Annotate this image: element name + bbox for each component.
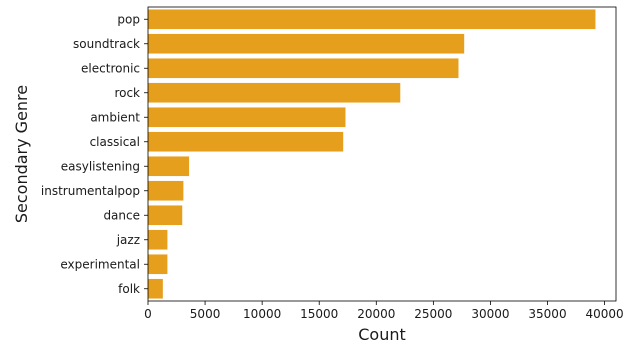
bars-group [148, 9, 596, 299]
bar-dance [148, 205, 183, 226]
x-tick-label: 0 [144, 307, 152, 321]
bar-electronic [148, 58, 459, 79]
bar-folk [148, 278, 163, 299]
y-tick-label: soundtrack [73, 37, 140, 51]
y-axis-ticks: pop soundtrack electronic rock ambient classi… [41, 12, 148, 296]
plot-area-frame [147, 6, 617, 302]
bar-easylistening [148, 156, 190, 177]
x-axis-ticks: 0 5000 10000 15000 20000 25000 30000 35000 40000 [144, 301, 624, 321]
x-tick-label: 10000 [243, 307, 281, 321]
bar-ambient [148, 107, 346, 128]
y-tick-label: easylistening [61, 159, 140, 173]
y-axis-title: Secondary Genre [12, 85, 31, 223]
x-tick-label: 25000 [414, 307, 452, 321]
y-tick-label: electronic [81, 61, 140, 75]
x-tick-label: 20000 [357, 307, 395, 321]
y-tick-label: dance [103, 208, 140, 222]
bar-instrumentalpop [148, 180, 184, 201]
bar-jazz [148, 229, 168, 250]
bar-classical [148, 131, 344, 152]
bar-pop [148, 9, 596, 30]
x-tick-label: 30000 [471, 307, 509, 321]
y-tick-label: rock [114, 86, 140, 100]
y-tick-label: jazz [116, 233, 140, 247]
y-tick-label: ambient [90, 110, 140, 124]
x-axis-title: Count [358, 325, 406, 344]
y-tick-label: classical [90, 135, 140, 149]
x-tick-label: 15000 [300, 307, 338, 321]
bar-soundtrack [148, 33, 465, 54]
y-tick-label: folk [118, 282, 140, 296]
bar-experimental [148, 254, 168, 275]
x-tick-label: 40000 [585, 307, 623, 321]
y-tick-label: experimental [60, 257, 140, 271]
y-tick-label: instrumentalpop [41, 184, 140, 198]
y-tick-label: pop [117, 12, 140, 26]
x-tick-label: 5000 [190, 307, 221, 321]
bar-rock [148, 82, 401, 103]
x-tick-label: 35000 [528, 307, 566, 321]
